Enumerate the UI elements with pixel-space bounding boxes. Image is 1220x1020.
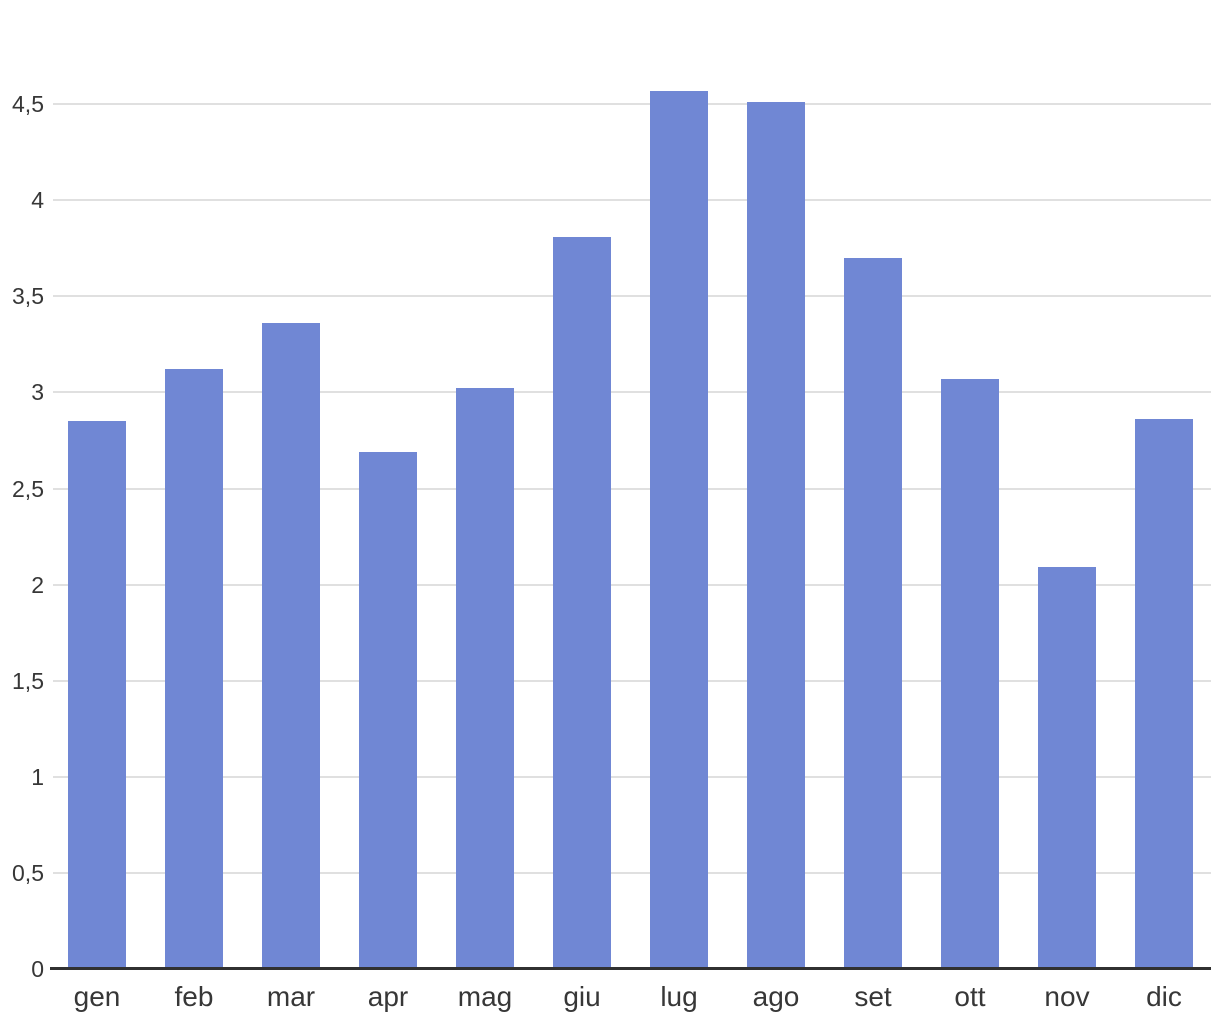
y-axis-tick-label: 1	[31, 764, 44, 790]
bar-ago[interactable]	[747, 102, 805, 967]
gridline-4	[53, 199, 1211, 201]
x-axis-label-ago: ago	[752, 981, 800, 1012]
x-axis-label-giu: giu	[563, 981, 601, 1012]
bar-nov[interactable]	[1038, 567, 1096, 967]
x-axis-label-ott: ott	[954, 981, 986, 1012]
gridline-2	[53, 584, 1211, 586]
bar-giu[interactable]	[553, 237, 611, 967]
x-axis-label-nov: nov	[1044, 981, 1090, 1012]
y-axis-tick-label: 2,5	[12, 476, 44, 502]
gridline-3_5	[53, 295, 1211, 297]
x-axis-label-mag: mag	[457, 981, 513, 1012]
x-axis-label-lug: lug	[660, 981, 698, 1012]
bar-set[interactable]	[844, 258, 902, 967]
gridline-1_5	[53, 680, 1211, 682]
y-axis-tick-label: 1,5	[12, 668, 44, 694]
x-axis-label-mar: mar	[266, 981, 316, 1012]
bar-dic[interactable]	[1135, 419, 1193, 967]
y-axis-tick-label: 0,5	[12, 860, 44, 886]
gridline-0_5	[53, 872, 1211, 874]
y-axis-tick-label: 3,5	[12, 283, 44, 309]
x-axis-label-gen: gen	[73, 981, 121, 1012]
x-axis-line	[50, 967, 1211, 970]
bar-lug[interactable]	[650, 91, 708, 967]
bar-mag[interactable]	[456, 388, 514, 967]
gridline-1	[53, 776, 1211, 778]
bar-feb[interactable]	[165, 369, 223, 967]
y-axis-tick-label: 0	[31, 956, 44, 982]
bar-apr[interactable]	[359, 452, 417, 967]
y-axis-tick-label: 2	[31, 572, 44, 598]
x-axis-label-set: set	[854, 981, 892, 1012]
bar-ott[interactable]	[941, 379, 999, 967]
y-axis-tick-label: 3	[31, 379, 44, 405]
bar-mar[interactable]	[262, 323, 320, 967]
gridline-2_5	[53, 488, 1211, 490]
gridline-3	[53, 391, 1211, 393]
gridline-4_5	[53, 103, 1211, 105]
bar-gen[interactable]	[68, 421, 126, 967]
y-axis-tick-label: 4,5	[12, 91, 44, 117]
x-axis-label-dic: dic	[1146, 981, 1182, 1012]
x-axis-label-feb: feb	[174, 981, 214, 1012]
x-axis-label-apr: apr	[367, 981, 409, 1012]
y-axis-tick-label: 4	[31, 187, 44, 213]
